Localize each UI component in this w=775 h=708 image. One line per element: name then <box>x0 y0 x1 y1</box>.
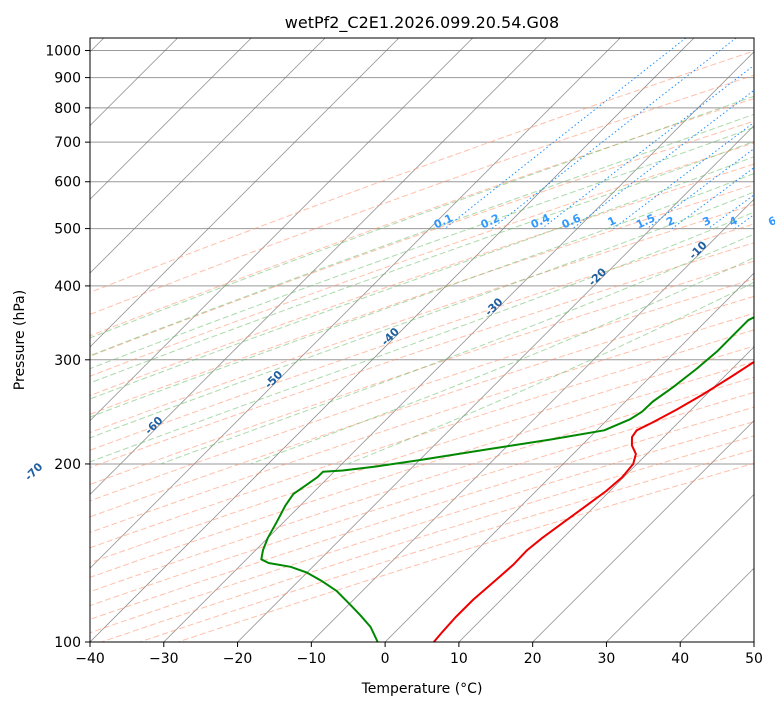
dry-adiabat-line <box>90 278 754 502</box>
isotherm-line <box>163 51 754 642</box>
x-tick-label: 50 <box>745 651 763 667</box>
dry-adiabat-line <box>90 120 754 357</box>
isotherm-line <box>90 38 400 348</box>
chart-title: wetPf2_C2E1.2026.099.20.54.G08 <box>285 13 559 33</box>
dry-adiabat-line <box>90 329 754 549</box>
mixing-ratio-label: 1 <box>606 214 618 229</box>
isotherm-label: -70 <box>22 460 45 483</box>
moist-adiabat-line <box>90 172 754 418</box>
dry-adiabat-line <box>139 449 754 642</box>
y-tick-label: 700 <box>54 135 81 151</box>
x-tick-label: −40 <box>75 651 105 667</box>
dry-adiabat-line <box>101 435 754 642</box>
isotherm-line <box>384 272 754 642</box>
y-tick-label: 1000 <box>45 44 81 60</box>
moist-adiabat-line <box>90 126 754 370</box>
dry-adiabat-line <box>90 260 754 485</box>
mixing-ratio-label: 4 <box>727 214 740 229</box>
y-tick-label: 500 <box>54 222 81 238</box>
isotherm-label: -30 <box>482 295 505 318</box>
dry-adiabat-line <box>90 345 754 564</box>
mixing-ratio-label: 6 <box>766 214 775 229</box>
dry-adiabat-line <box>90 142 754 377</box>
sounding-lines <box>260 316 754 642</box>
moist-adiabat-line <box>90 140 754 384</box>
x-tick-label: −10 <box>297 651 327 667</box>
dry-adiabat-line <box>90 406 754 620</box>
moist-adiabat-line <box>90 156 754 400</box>
isotherm-line <box>90 38 621 569</box>
y-tick-label: 300 <box>54 353 81 369</box>
y-tick-label: 600 <box>54 175 81 191</box>
plot-frame <box>89 37 755 643</box>
mixing-ratio-line <box>572 89 754 229</box>
moist-adiabat-line <box>90 113 754 357</box>
isotherm-label: -20 <box>586 265 609 288</box>
x-axis-title: Temperature (°C) <box>361 681 483 697</box>
isotherm-line <box>606 493 754 642</box>
isotherm-line <box>237 125 754 642</box>
isotherm-line <box>90 38 252 200</box>
dry-adiabat-line <box>90 74 754 315</box>
temperature-profile-line <box>433 360 754 642</box>
isotherm-label: -60 <box>142 414 165 437</box>
x-tick-label: 20 <box>524 651 542 667</box>
dry-adiabat-line <box>177 462 754 642</box>
isotherm-line <box>90 38 473 422</box>
y-tick-label: 800 <box>54 101 81 117</box>
x-tick-label: 0 <box>381 651 390 667</box>
moist-adiabat-line <box>90 95 754 339</box>
isotherm-label: -40 <box>379 325 402 348</box>
isotherm-line <box>90 38 326 274</box>
dry-adiabat-line <box>90 376 754 593</box>
x-tick-label: 30 <box>598 651 616 667</box>
moist-adiabat-line <box>90 211 754 463</box>
y-tick-label: 900 <box>54 71 81 87</box>
mixing-ratio-line <box>491 38 737 229</box>
dry-adiabat-line <box>90 50 754 293</box>
isotherm-line <box>90 38 695 642</box>
axes: −40 −30 −20 −10 0 10 20 30 40 50 1000 900 800 700 600 5… <box>45 44 763 667</box>
moist-adiabat-line <box>90 191 754 439</box>
y-axis-title: Pressure (hPa) <box>12 290 28 390</box>
isotherm-line <box>90 38 547 495</box>
line-labels: 0.10.20.40.611.52346810131620253036-100-… <box>22 211 775 483</box>
mixing-ratio-line <box>541 64 754 229</box>
mixing-ratio-line <box>708 194 754 230</box>
moist-adiabat-line <box>160 233 754 465</box>
x-tick-label: 10 <box>450 651 468 667</box>
isotherm-line <box>458 346 754 642</box>
y-tick-label: 200 <box>54 457 81 473</box>
y-tick-label: 400 <box>54 279 81 295</box>
isotherm-line <box>532 420 754 642</box>
y-tick-label: 100 <box>54 635 81 651</box>
isotherm-label: -10 <box>686 238 709 261</box>
dry-adiabat-line <box>90 295 754 518</box>
isotherm-line <box>753 641 754 642</box>
dry-adiabat-line <box>90 203 754 434</box>
x-tick-label: −20 <box>223 651 253 667</box>
moist-adiabat-line <box>250 257 754 465</box>
moist-adiabat-line <box>347 281 754 465</box>
x-tick-label: 40 <box>671 651 689 667</box>
isotherm-label: -50 <box>262 368 285 391</box>
dewpoint-profile-line <box>260 316 754 642</box>
x-tick-label: −30 <box>149 651 179 667</box>
background-lines <box>90 38 754 642</box>
dry-adiabat-line <box>90 223 754 451</box>
mixing-ratio-line <box>734 214 754 230</box>
dry-adiabat-line <box>90 421 754 634</box>
mixing-ratio-line <box>671 167 754 229</box>
